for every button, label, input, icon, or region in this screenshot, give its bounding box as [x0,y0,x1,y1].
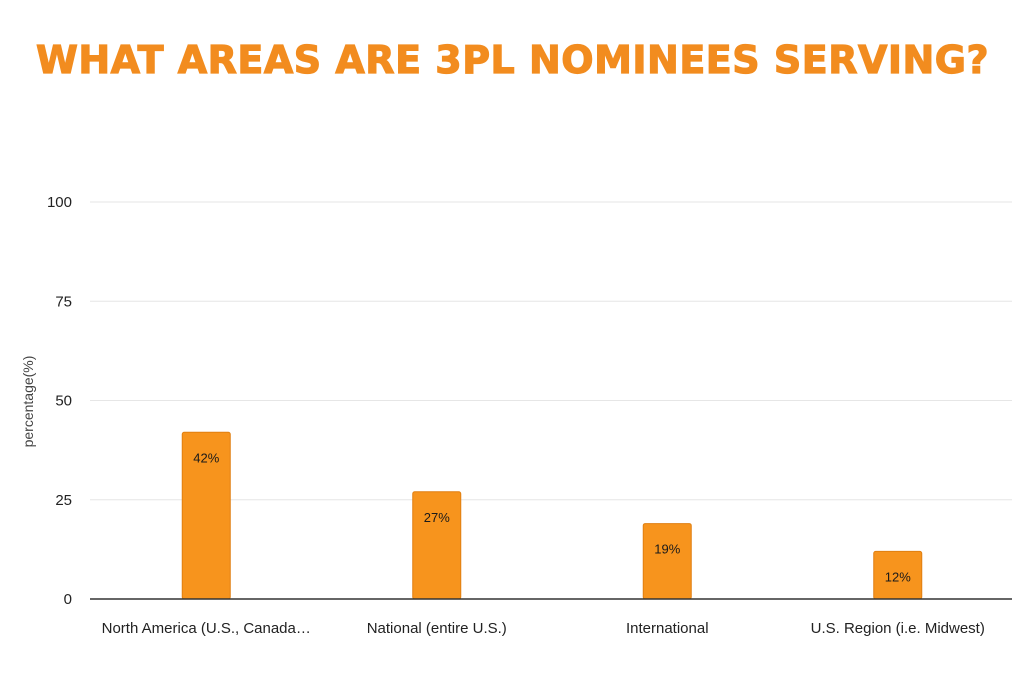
x-axis-categories: North America (U.S., Canada… National (en… [102,620,985,637]
y-tick-label: 100 [47,194,72,211]
data-label: 12% [885,569,911,584]
chart-title: WHAT AREAS ARE 3PL NOMINEES SERVING? [35,37,990,82]
data-labels: 42% 27% 19% 12% [193,450,911,584]
y-axis-title: percentage(%) [20,356,36,448]
y-tick-label: 25 [55,492,72,509]
y-tick-label: 75 [55,293,72,310]
x-category-label: International [626,620,709,637]
x-category-label: North America (U.S., Canada… [102,620,311,637]
bar [642,523,692,600]
y-axis-ticks: 0 25 50 75 100 [47,194,72,608]
y-tick-label: 50 [55,393,72,410]
data-label: 19% [654,542,680,557]
bars [181,431,923,600]
y-tick-label: 0 [64,591,72,608]
bar [412,491,462,600]
data-label: 27% [424,510,450,525]
x-category-label: U.S. Region (i.e. Midwest) [811,620,985,637]
x-category-label: National (entire U.S.) [367,620,507,637]
data-label: 42% [193,450,219,465]
gridlines [90,201,1012,501]
